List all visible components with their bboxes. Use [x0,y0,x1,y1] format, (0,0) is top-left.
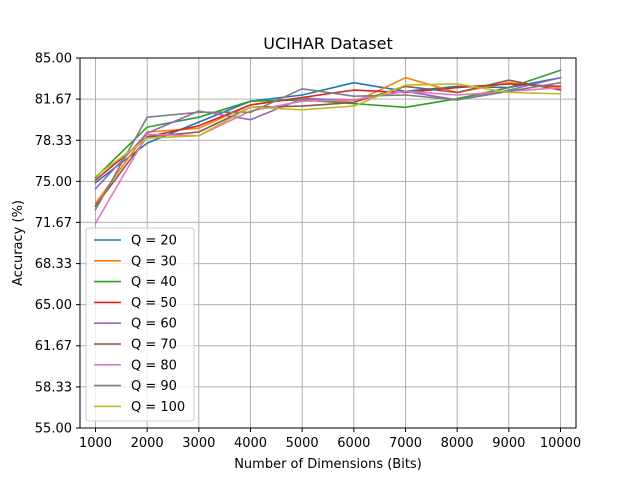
x-tick-label: 2000 [131,436,164,451]
series-line-q80 [94,86,562,225]
x-tick-label: 3000 [182,436,215,451]
y-axis-ticks: 55.00 58.33 61.67 65.00 68.33 71.67 75.00 78.33… [35,52,80,437]
x-tick-label: 4000 [234,436,267,451]
y-tick-label: 75.00 [35,175,72,190]
y-tick-label: 68.33 [35,257,72,272]
legend-label: Q = 50 [131,296,177,311]
legend-label: Q = 100 [131,400,185,415]
legend-label: Q = 80 [131,358,177,373]
y-tick-label: 81.67 [35,93,72,108]
x-tick-label: 1000 [79,436,112,451]
legend-box [85,227,195,422]
x-tick-label: 5000 [286,436,319,451]
chart-title: UCIHAR Dataset [263,34,392,53]
y-tick-label: 65.00 [35,298,72,313]
y-tick-label: 85.00 [35,52,72,67]
series-line-q100 [94,83,562,178]
y-tick-label: 58.33 [35,380,72,395]
y-axis-label: Accuracy (%) [11,200,26,286]
x-tick-label: 7000 [389,436,422,451]
x-axis-label: Number of Dimensions (Bits) [234,457,422,472]
x-tick-label: 6000 [337,436,370,451]
y-tick-label: 55.00 [35,422,72,437]
x-axis-ticks: 1000 2000 3000 4000 5000 6000 7000 8000 9000 1000… [79,428,581,451]
legend-label: Q = 70 [131,338,177,353]
x-tick-label: 8000 [441,436,474,451]
legend-label: Q = 30 [131,254,177,269]
legend-items: Q = 20 Q = 30 Q = 40 Q = 50 Q = 60 Q = 70 Q = … [94,234,185,415]
legend-label: Q = 20 [131,234,177,249]
legend: Q = 20 Q = 30 Q = 40 Q = 50 Q = 60 Q = 70 Q = … [85,227,195,422]
y-tick-label: 71.67 [35,216,72,231]
x-tick-label: 10000 [540,436,581,451]
plot-area-frame [79,57,577,429]
legend-label: Q = 40 [131,275,177,290]
y-tick-label: 78.33 [35,134,72,149]
series-line-q90 [94,81,562,211]
legend-label: Q = 60 [131,317,177,332]
y-tick-label: 61.67 [35,339,72,354]
x-tick-label: 9000 [492,436,525,451]
series-lines [94,69,562,225]
legend-label: Q = 90 [131,379,177,394]
